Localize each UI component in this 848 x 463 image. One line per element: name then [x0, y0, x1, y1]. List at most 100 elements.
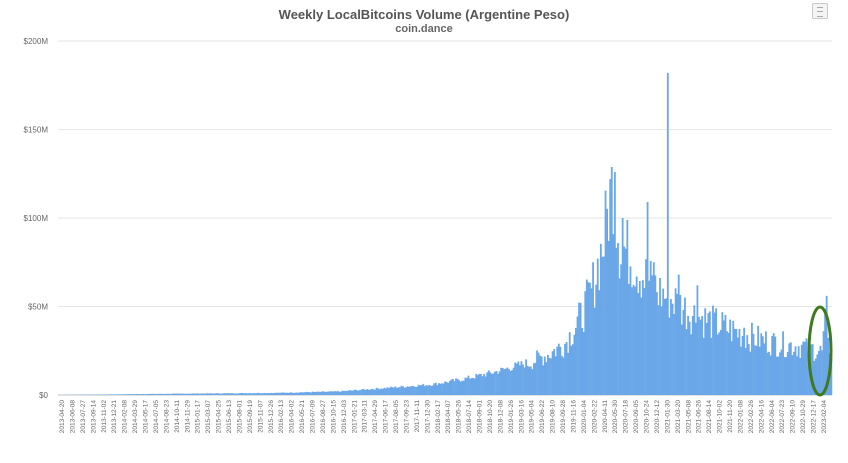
bar	[813, 360, 816, 395]
bar	[684, 297, 686, 395]
bar	[551, 351, 554, 395]
bar	[526, 365, 529, 395]
bar	[763, 343, 766, 395]
bar	[629, 266, 632, 395]
bar-series	[59, 72, 833, 396]
bar	[103, 394, 105, 395]
bar	[255, 393, 258, 395]
bar	[106, 394, 109, 395]
bar	[805, 338, 808, 395]
bar	[610, 166, 613, 395]
bar	[176, 393, 179, 395]
bar	[487, 370, 490, 395]
x-tick-label: 2018-04-07	[445, 400, 452, 434]
bar	[612, 234, 615, 395]
bar	[501, 367, 504, 395]
bar	[704, 308, 707, 395]
bar	[417, 384, 420, 395]
bar	[768, 351, 770, 395]
bar	[576, 316, 579, 395]
bar	[517, 361, 520, 395]
bar	[490, 373, 493, 395]
bar	[413, 386, 415, 395]
bar	[698, 316, 700, 395]
bar	[268, 393, 271, 395]
bar	[307, 392, 309, 395]
bar	[221, 393, 224, 395]
bar	[167, 393, 169, 395]
bar	[670, 299, 672, 395]
bar	[439, 383, 442, 395]
bar	[649, 260, 652, 395]
bar	[480, 373, 482, 395]
bar	[791, 355, 794, 395]
bar	[271, 392, 274, 395]
bar	[304, 392, 306, 395]
bar	[229, 393, 232, 395]
x-tick-label: 2014-07-05	[153, 400, 160, 434]
bar	[177, 393, 180, 395]
bar	[481, 376, 484, 395]
x-tick-label: 2015-11-07	[257, 400, 264, 433]
x-tick-label: 2014-05-17	[143, 400, 150, 434]
bar	[254, 393, 257, 395]
bar	[297, 392, 300, 395]
bar	[506, 367, 509, 395]
bar	[332, 391, 334, 395]
bar	[265, 393, 267, 395]
bar	[637, 292, 640, 395]
bar	[339, 391, 342, 395]
bar	[470, 378, 473, 395]
bar	[456, 378, 459, 395]
bar	[399, 387, 401, 395]
bar	[358, 390, 361, 395]
bar	[677, 274, 680, 395]
x-tick-label: 2015-08-01	[236, 400, 243, 434]
bar	[258, 393, 261, 395]
bar	[824, 309, 827, 395]
bar	[115, 394, 118, 395]
bar	[676, 293, 679, 395]
export-menu-button[interactable]	[812, 3, 828, 19]
bar	[701, 316, 703, 395]
bar	[596, 258, 599, 395]
bar	[484, 376, 487, 395]
bar	[283, 392, 286, 395]
bar	[578, 302, 580, 395]
bar	[571, 344, 574, 395]
bar	[132, 394, 135, 395]
bar	[149, 393, 152, 395]
bar	[360, 389, 362, 395]
bar	[391, 387, 394, 395]
bar	[377, 388, 380, 395]
bar	[313, 391, 316, 395]
bar	[570, 345, 573, 395]
bar	[342, 391, 345, 395]
bar	[606, 208, 608, 395]
bar	[112, 394, 115, 395]
bar	[634, 286, 637, 395]
bar	[290, 392, 292, 395]
x-tick-label: 2017-04-29	[372, 400, 379, 434]
bar	[735, 328, 738, 395]
bar	[472, 377, 475, 395]
bar	[199, 393, 202, 395]
bar	[607, 240, 610, 395]
bar	[280, 392, 283, 395]
x-tick-label: 2013-09-14	[90, 400, 97, 434]
bar	[632, 284, 635, 395]
bar	[263, 392, 266, 395]
x-tick-label: 2014-08-23	[163, 400, 170, 434]
bar	[414, 387, 417, 395]
x-tick-label: 2015-09-19	[247, 400, 254, 434]
bar	[171, 393, 174, 395]
bar	[473, 378, 476, 395]
bar	[374, 389, 376, 395]
bar	[170, 393, 172, 395]
x-tick-label: 2014-03-29	[132, 400, 139, 434]
bar	[445, 382, 448, 395]
bar	[561, 355, 563, 395]
bar	[395, 387, 398, 395]
bar	[361, 388, 364, 395]
bar	[529, 366, 532, 395]
